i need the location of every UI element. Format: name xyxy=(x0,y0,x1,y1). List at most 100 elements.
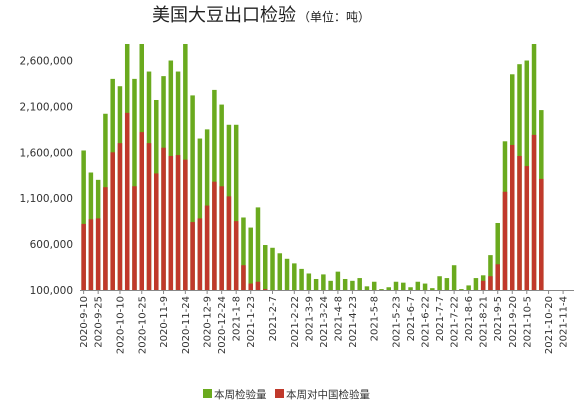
bar-china-inspections xyxy=(502,191,508,290)
bar-total-inspections xyxy=(277,253,283,290)
bar-total-inspections xyxy=(132,78,137,290)
bar-china-inspections xyxy=(81,223,86,290)
bar-total-inspections xyxy=(81,150,86,290)
bar-china-inspections xyxy=(190,222,195,290)
x-tick-label: 2021-11-4 xyxy=(559,296,570,348)
bar-total-inspections xyxy=(321,274,326,290)
x-tick-label: 2020-10-25 xyxy=(137,296,148,354)
x-tick-label: 2021-6-7 xyxy=(406,296,417,341)
y-tick-label: 600,000 xyxy=(30,239,73,251)
bar-total-inspections xyxy=(342,278,348,290)
bar-china-inspections xyxy=(495,264,500,290)
bar-china-inspections xyxy=(103,187,108,290)
bar-china-inspections xyxy=(233,221,239,290)
x-tick-label: 2021-7-7 xyxy=(435,296,446,341)
x-axis: 2020-9-10 2020-9-25 2020-10-10 2020-10-25 20… xyxy=(79,290,570,354)
bar-china-inspections xyxy=(539,178,544,290)
bar-total-inspections xyxy=(197,138,203,290)
x-tick-label: 2021-6-22 xyxy=(421,296,432,348)
chart-subtitle: （单位：吨） xyxy=(298,9,370,24)
x-tick-label: 2020-11-9 xyxy=(159,296,170,348)
bar-china-inspections xyxy=(263,289,268,290)
bar-total-inspections xyxy=(364,286,370,290)
legend: 本周检验量 本周对中国检验量 xyxy=(203,388,370,401)
bar-total-inspections xyxy=(313,278,319,290)
plot-area xyxy=(81,44,544,291)
x-tick-label: 2021-3-9 xyxy=(304,296,315,341)
bar-china-inspections xyxy=(510,144,515,290)
bar-china-inspections xyxy=(132,186,137,290)
bar-total-inspections xyxy=(306,273,312,290)
bar-total-inspections xyxy=(284,258,290,290)
x-tick-label: 2021-2-7 xyxy=(268,296,279,341)
x-tick-label: 2021-8-6 xyxy=(464,296,475,341)
bar-china-inspections xyxy=(146,143,152,290)
bar-china-inspections xyxy=(154,173,159,290)
bar-china-inspections xyxy=(124,112,130,290)
bar-china-inspections xyxy=(95,218,101,290)
bar-total-inspections xyxy=(328,280,333,290)
bar-china-inspections xyxy=(524,166,530,290)
bar-china-inspections xyxy=(248,283,253,290)
bar-total-inspections xyxy=(422,283,428,290)
x-tick-label: 2021-3-24 xyxy=(319,296,330,348)
bar-china-inspections xyxy=(255,281,261,290)
bar-china-inspections xyxy=(197,218,203,290)
x-tick-label: 2020-9-10 xyxy=(79,296,90,348)
x-tick-label: 2021-8-21 xyxy=(479,296,490,348)
x-tick-label: 2020-12-24 xyxy=(217,296,228,354)
x-tick-label: 2021-10-20 xyxy=(544,296,555,354)
bar-total-inspections xyxy=(248,227,253,290)
legend-swatch-china xyxy=(275,389,284,398)
bar-total-inspections xyxy=(292,263,297,290)
y-axis: 100,000 600,000 1,100,000 1,600,000 2,100,00… xyxy=(20,56,73,297)
y-tick-label: 2,600,000 xyxy=(20,56,73,68)
bar-total-inspections xyxy=(371,281,377,290)
bar-total-inspections xyxy=(473,278,479,290)
bar-china-inspections xyxy=(212,181,217,290)
bar-china-inspections xyxy=(117,143,123,290)
bar-china-inspections xyxy=(168,155,174,290)
legend-label-china: 本周对中国检验量 xyxy=(286,388,370,401)
bar-total-inspections xyxy=(190,95,195,291)
bar-total-inspections xyxy=(466,285,471,290)
y-tick-label: 2,100,000 xyxy=(20,101,73,113)
x-tick-label: 2021-7-22 xyxy=(450,296,461,348)
bar-china-inspections xyxy=(226,196,232,290)
x-tick-label: 2021-9-5 xyxy=(493,296,504,341)
x-tick-label: 2021-5-8 xyxy=(370,296,381,341)
x-tick-label: 2021-5-23 xyxy=(392,296,403,348)
x-tick-label: 2021-4-8 xyxy=(333,296,344,341)
y-tick-label: 1,600,000 xyxy=(20,147,73,159)
bar-total-inspections xyxy=(444,278,450,290)
x-tick-label: 2020-11-24 xyxy=(181,296,192,354)
bar-total-inspections xyxy=(386,287,391,290)
y-tick-label: 1,100,000 xyxy=(20,193,73,205)
bar-china-inspections xyxy=(488,276,493,290)
bar-total-inspections xyxy=(451,265,457,290)
bar-china-inspections xyxy=(161,147,166,290)
bar-total-inspections xyxy=(459,289,464,290)
bar-china-inspections xyxy=(204,205,210,290)
bar-total-inspections xyxy=(335,271,341,290)
bar-total-inspections xyxy=(437,276,442,290)
x-tick-label: 2021-10-5 xyxy=(522,296,533,348)
bar-china-inspections xyxy=(88,219,94,290)
bar-total-inspections xyxy=(415,281,421,290)
bar-china-inspections xyxy=(517,155,522,290)
legend-swatch-total xyxy=(203,389,212,398)
bar-total-inspections xyxy=(379,289,384,290)
bar-china-inspections xyxy=(175,155,181,290)
x-tick-label: 2021-1-23 xyxy=(246,296,257,348)
x-tick-label: 2020-9-25 xyxy=(94,296,105,348)
bar-total-inspections xyxy=(299,268,304,290)
bar-china-inspections xyxy=(110,152,115,290)
bar-total-inspections xyxy=(241,217,246,290)
bar-total-inspections xyxy=(430,288,435,290)
bar-total-inspections xyxy=(255,207,261,290)
bar-china-inspections xyxy=(139,132,144,290)
chart-title: 美国大豆出口检验 xyxy=(152,5,296,26)
bar-china-inspections xyxy=(183,159,188,290)
x-tick-label: 2021-4-23 xyxy=(348,296,359,348)
